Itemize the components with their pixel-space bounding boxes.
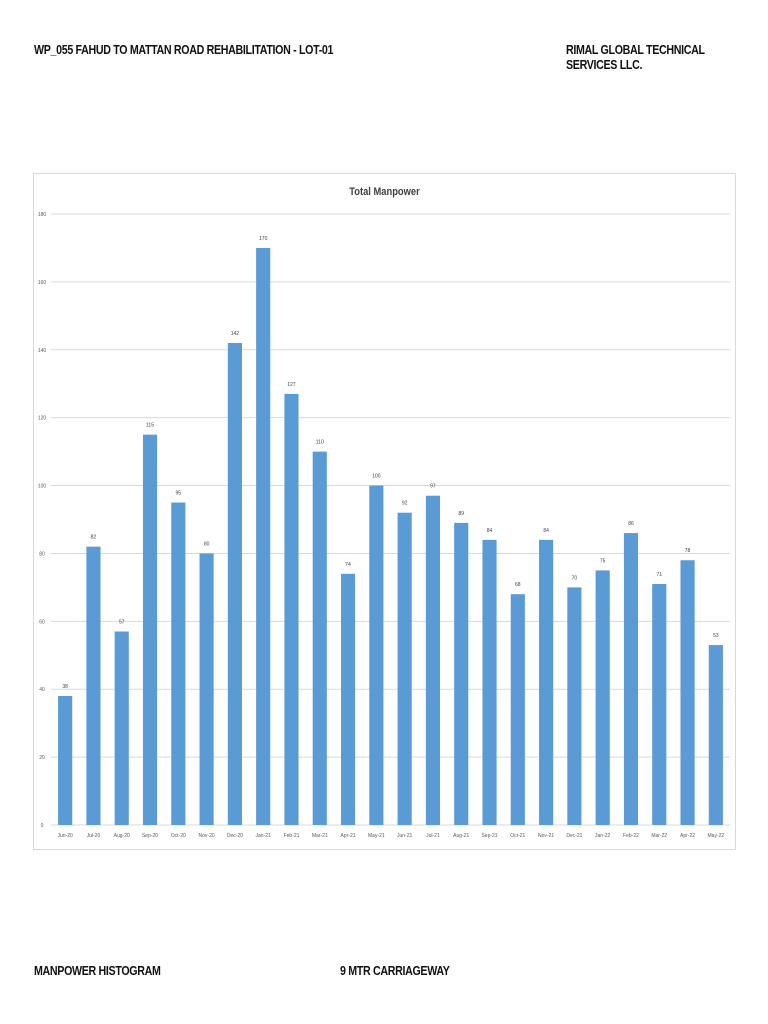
bar	[114, 631, 129, 825]
bar	[680, 560, 695, 825]
data-label: 84	[487, 528, 493, 534]
x-tick-label: Apr-21	[341, 833, 356, 839]
x-tick-label: Nov-21	[538, 833, 554, 839]
x-tick-label: Sep-21	[481, 833, 497, 839]
y-tick-label: 0	[41, 823, 44, 829]
bar	[227, 342, 242, 825]
bar	[312, 451, 327, 825]
x-tick-label: Aug-20	[114, 833, 130, 839]
x-tick-label: Jan-22	[595, 833, 611, 839]
footer-section: 9 MTR CARRIAGEWAY	[340, 963, 450, 978]
bar	[708, 645, 723, 825]
x-tick-label: May-22	[708, 833, 725, 839]
data-label: 68	[515, 582, 521, 588]
y-tick-label: 60	[39, 619, 45, 625]
bar	[397, 512, 412, 825]
bar	[86, 546, 101, 825]
data-label: 38	[62, 684, 68, 690]
x-tick-label: Feb-22	[623, 833, 639, 839]
data-label: 53	[713, 633, 719, 639]
x-tick-label: Oct-21	[510, 833, 525, 839]
data-label: 170	[259, 236, 268, 242]
data-label: 92	[402, 501, 408, 507]
data-label: 97	[430, 484, 436, 490]
data-label: 110	[316, 440, 324, 446]
x-tick-label: May-21	[368, 833, 385, 839]
x-tick-label: Jun-21	[397, 833, 413, 839]
bar	[369, 485, 384, 825]
bar	[340, 573, 356, 825]
data-label: 115	[146, 423, 154, 429]
x-tick-label: Dec-21	[566, 833, 582, 839]
bar	[256, 247, 271, 825]
y-tick-label: 140	[38, 348, 47, 354]
x-tick-label: Jun-20	[57, 833, 73, 839]
x-tick-label: Mar-21	[312, 833, 328, 839]
data-label: 80	[204, 541, 210, 547]
x-tick-label: Aug-21	[453, 833, 469, 839]
bar	[652, 583, 667, 825]
bar	[284, 393, 299, 825]
data-label: 82	[91, 535, 97, 541]
bar	[482, 539, 497, 825]
bar	[454, 522, 469, 825]
bar	[142, 434, 158, 825]
x-tick-label: Nov-20	[199, 833, 215, 839]
y-tick-label: 40	[39, 687, 45, 693]
bar	[539, 539, 554, 825]
data-label: 127	[287, 382, 296, 388]
project-title: WP_055 FAHUD TO MATTAN ROAD REHABILITATI…	[34, 42, 334, 57]
data-label: 75	[600, 558, 606, 564]
bar	[199, 553, 214, 825]
bar	[595, 570, 610, 825]
x-tick-label: Feb-21	[284, 833, 300, 839]
data-label: 71	[656, 572, 662, 578]
bar-chart-plot: 0 20 40 60 80 100 120 140 160 180 38 Jun-20 82 Jul-20…	[38, 212, 730, 839]
data-label: 84	[543, 528, 549, 534]
data-label: 70	[572, 575, 578, 581]
y-tick-label: 80	[39, 551, 45, 557]
bar	[510, 594, 525, 825]
x-tick-label: Jan-21	[256, 833, 272, 839]
bar	[425, 495, 441, 825]
x-tick-label: Apr-22	[680, 833, 695, 839]
company-name: RIMAL GLOBAL TECHNICAL SERVICES LLC.	[566, 42, 705, 72]
x-tick-label: Jul-21	[426, 833, 440, 839]
manpower-chart: Total Manpower 0 20 40 60 80 100 120 140 160 180 3…	[33, 173, 736, 850]
footer-document-type: MANPOWER HISTOGRAM	[34, 963, 161, 978]
y-tick-label: 160	[38, 280, 47, 286]
y-tick-label: 100	[38, 484, 47, 490]
data-label: 78	[685, 548, 691, 554]
bar	[171, 502, 186, 825]
x-tick-label: Jul-20	[87, 833, 101, 839]
bar	[58, 696, 73, 825]
x-tick-label: Dec-20	[227, 833, 243, 839]
x-tick-label: Sep-20	[142, 833, 158, 839]
data-label: 86	[628, 521, 634, 527]
y-tick-label: 180	[38, 212, 47, 218]
y-tick-label: 120	[38, 416, 47, 422]
data-label: 57	[119, 620, 125, 626]
y-tick-label: 20	[39, 755, 45, 761]
x-tick-label: Mar-22	[651, 833, 667, 839]
data-label: 142	[231, 331, 240, 337]
bar	[567, 587, 582, 825]
chart-title: Total Manpower	[349, 186, 420, 198]
data-label: 74	[345, 562, 351, 568]
data-label: 100	[372, 474, 381, 480]
bar	[623, 533, 639, 825]
data-label: 89	[458, 511, 464, 517]
data-label: 95	[176, 491, 182, 497]
x-tick-label: Oct-20	[171, 833, 186, 839]
